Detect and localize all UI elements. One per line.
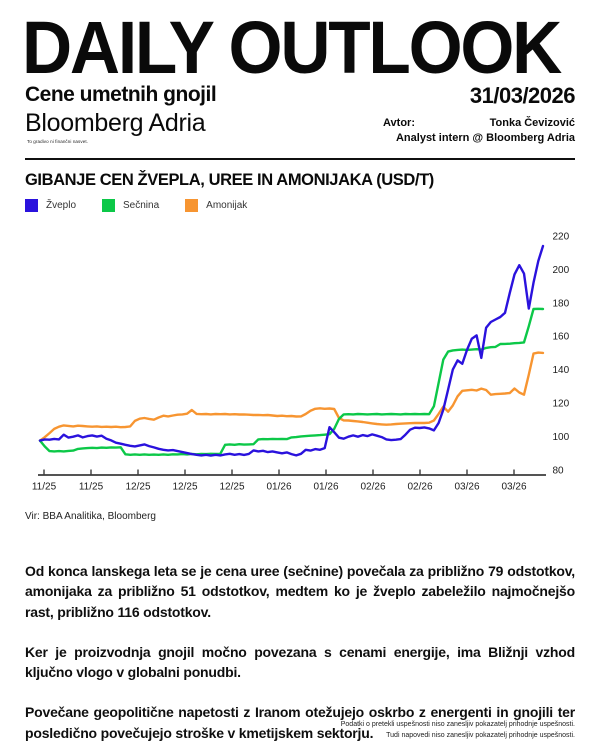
brand-name: Bloomberg Adria: [25, 109, 206, 137]
body-text: Od konca lanskega leta se je cena uree (…: [25, 561, 575, 750]
y-tick-label: 80: [553, 465, 565, 476]
header-divider: [25, 158, 575, 160]
legend-item: Amonijak: [185, 199, 247, 212]
mini-disclaimer: To gradivo ni finančni nasvet.: [27, 139, 89, 144]
legend-label: Amonijak: [206, 200, 248, 211]
x-tick-label: 03/26: [501, 482, 526, 493]
legend-label: Žveplo: [46, 200, 77, 211]
author-row: Avtor: Tonka Čevizović: [383, 116, 575, 131]
x-tick-label: 01/26: [266, 482, 291, 493]
legend-swatch-icon: [102, 199, 116, 212]
paragraph-2: Ker je proizvodnja gnojil močno povezana…: [25, 643, 575, 681]
y-tick-label: 220: [553, 232, 570, 243]
footer-disclaimer: Podatki o pretekli uspešnosti niso zanes…: [155, 719, 575, 741]
page-title: DAILY OUTLOOK: [22, 7, 562, 91]
author-label: Avtor:: [383, 117, 415, 129]
author-role: Analyst intern @ Bloomberg Adria: [395, 131, 575, 144]
legend-item: Sečnina: [102, 199, 159, 212]
legend-label: Sečnina: [123, 200, 160, 211]
legend-swatch-icon: [25, 199, 38, 212]
x-tick-label: 02/26: [407, 482, 432, 493]
x-tick-label: 01/26: [313, 482, 338, 493]
x-tick-label: 02/26: [360, 482, 385, 493]
y-tick-label: 140: [553, 365, 570, 376]
legend-swatch-icon: [185, 199, 199, 212]
author-block: Avtor: Tonka Čevizović Analyst intern @ …: [383, 116, 575, 145]
y-tick-label: 100: [553, 432, 570, 443]
paragraph-3: Povečane geopolitične napetosti z Iranom…: [25, 704, 575, 741]
x-tick-label: 11/25: [79, 482, 104, 493]
issue-date: 31/03/2026: [469, 83, 576, 108]
chart-title: GIBANJE CEN ŽVEPLA, UREE IN AMONIJAKA (U…: [25, 171, 434, 189]
x-tick-label: 12/25: [219, 482, 244, 493]
chart-legend: Žveplo Sečnina Amonijak: [25, 199, 247, 212]
author-name: Tonka Čevizović: [489, 117, 575, 129]
price-line-chart: 11/25 11/25 12/25 12/25 12/25 01/26 01/26 02/26…: [32, 232, 570, 493]
page-subtitle: Cene umetnih gnojil: [25, 83, 217, 106]
line-sečnina: [38, 307, 545, 457]
x-tick-label: 03/26: [454, 482, 479, 493]
y-tick-label: 180: [553, 298, 570, 309]
paragraph-1: Od konca lanskega leta se je cena uree (…: [25, 563, 575, 620]
line-amonijak: [38, 351, 545, 442]
y-tick-label: 200: [553, 265, 570, 276]
x-tick-label: 12/25: [125, 482, 150, 493]
x-tick-label: 11/25: [32, 482, 57, 493]
legend-item: Žveplo: [25, 199, 76, 212]
line-žveplo: [38, 244, 545, 457]
footer-line-2: Tudi napovedi niso zanesljiv pokazatelj …: [386, 732, 575, 740]
chart-source: Vir: BBA Analitika, Bloomberg: [25, 511, 156, 522]
x-tick-label: 12/25: [172, 482, 197, 493]
footer-line-1: Podatki o pretekli uspešnosti niso zanes…: [340, 721, 575, 728]
y-tick-label: 120: [553, 399, 570, 410]
y-tick-label: 160: [553, 332, 570, 343]
